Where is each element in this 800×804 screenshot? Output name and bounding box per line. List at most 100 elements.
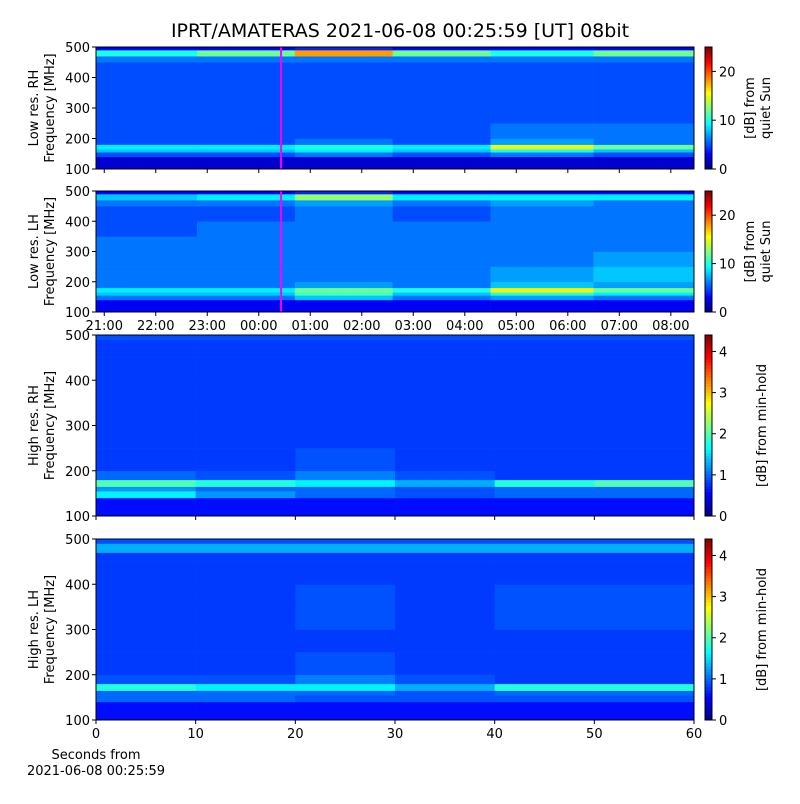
heatmap-cell [395, 348, 495, 358]
heatmap-cell [196, 47, 296, 51]
x-axis-label: 2021-06-08 00:25:59 [27, 764, 165, 779]
x-tick-label: 0 [92, 727, 100, 742]
colorbar-gradient [705, 227, 712, 230]
heatmap-cell [294, 236, 393, 252]
colorbar-gradient [705, 422, 712, 426]
heatmap-cell [594, 479, 695, 487]
heatmap-cell [395, 402, 495, 426]
heatmap-cell [593, 152, 695, 158]
colorbar-gradient [705, 632, 712, 637]
colorbar-gradient [705, 680, 712, 685]
heatmap-cell [593, 92, 695, 109]
colorbar-gradient [705, 93, 712, 97]
heatmap-cell [490, 56, 594, 63]
heatmap-cell [392, 108, 491, 124]
colorbar-gradient [705, 164, 712, 168]
heatmap-cell [594, 539, 695, 544]
x-tick-label: 06:00 [549, 319, 586, 334]
heatmap-cell [294, 266, 393, 283]
x-tick-label: 02:00 [343, 319, 380, 334]
colorbar-gradient [705, 392, 712, 396]
x-tick-label: 22:00 [137, 319, 174, 334]
colorbar-gradient [705, 443, 712, 448]
heatmap-cell [490, 138, 594, 145]
colorbar-gradient [705, 239, 712, 242]
colorbar-gradient [705, 635, 712, 640]
colorbar-gradient [705, 285, 712, 289]
heatmap-cell [96, 380, 196, 404]
heatmap-cell [196, 62, 296, 78]
colorbar-gradient [705, 428, 712, 433]
colorbar-gradient [705, 362, 712, 366]
heatmap-cell [295, 701, 396, 721]
colorbar-gradient [705, 476, 712, 481]
heatmap-cell [395, 479, 495, 487]
heatmap-cell [395, 491, 495, 499]
colorbar-gradient [705, 114, 712, 117]
heatmap-cell [594, 652, 695, 676]
heatmap-cell [593, 221, 695, 237]
heatmap-cell [392, 221, 491, 237]
heatmap-cell [490, 108, 594, 124]
heatmap-cell [594, 425, 695, 449]
colorbar-gradient [705, 689, 712, 694]
colorbar-gradient [705, 701, 712, 706]
heatmap-cell [294, 56, 393, 63]
heatmap-cell [295, 674, 396, 685]
heatmap-cell [490, 251, 594, 267]
colorbar-gradient [705, 89, 712, 93]
heatmap-cell [96, 77, 198, 94]
colorbar-gradient [705, 692, 712, 697]
colorbar-gradient [705, 452, 712, 457]
colorbar-gradient [705, 118, 712, 121]
colorbar-gradient [705, 291, 712, 295]
heatmap-cell [392, 299, 491, 313]
colorbar-gradient [705, 303, 712, 307]
colorbar-gradient [705, 77, 712, 81]
colorbar-label: [dB] from [743, 77, 758, 139]
heatmap-cell [196, 138, 296, 145]
heatmap-cell [196, 266, 296, 283]
heatmap-cell [295, 539, 396, 544]
x-tick-label: 01:00 [292, 319, 329, 334]
heatmap-cell [594, 606, 695, 630]
x-tick-label: 20 [287, 727, 304, 742]
colorbar-gradient [705, 686, 712, 691]
colorbar-gradient [705, 383, 712, 387]
heatmap-cell [96, 690, 196, 696]
x-tick-label: 07:00 [601, 319, 638, 334]
heatmap-cell [392, 144, 491, 150]
colorbar-gradient [705, 380, 712, 384]
colorbar-gradient [705, 500, 712, 505]
heatmap-cell [196, 92, 296, 109]
y-tick-label: 300 [65, 102, 90, 117]
heatmap-cell [594, 357, 695, 381]
heatmap-cell [490, 292, 594, 296]
colorbar-gradient [705, 419, 712, 423]
colorbar-gradient [705, 59, 712, 62]
heatmap-cell [392, 292, 491, 296]
heatmap-cell [295, 402, 396, 426]
colorbar-tick-label: 10 [719, 114, 736, 129]
colorbar-gradient [705, 617, 712, 621]
colorbar-gradient [705, 126, 712, 129]
colorbar-gradient [705, 512, 712, 517]
colorbar-gradient [705, 491, 712, 496]
colorbar-gradient [705, 569, 712, 573]
heatmap-cell [195, 357, 296, 381]
colorbar-label: [dB] from [743, 221, 758, 283]
colorbar-label: [dB] from min-hold [755, 568, 770, 691]
y-tick-label: 500 [65, 41, 90, 56]
heatmap-cell [196, 152, 296, 158]
heatmap-cell [494, 543, 595, 553]
colorbar-tick-label: 0 [719, 163, 727, 178]
heatmap-cell [295, 348, 396, 358]
heatmap-cell [593, 108, 695, 124]
colorbar-gradient [705, 69, 712, 72]
y-tick-label: 400 [65, 374, 90, 389]
heatmap-cell [295, 479, 396, 487]
heatmap-cell [593, 266, 695, 283]
heatmap-cell [395, 552, 495, 562]
y-tick-label: 500 [65, 533, 90, 548]
colorbar-gradient [705, 461, 712, 466]
